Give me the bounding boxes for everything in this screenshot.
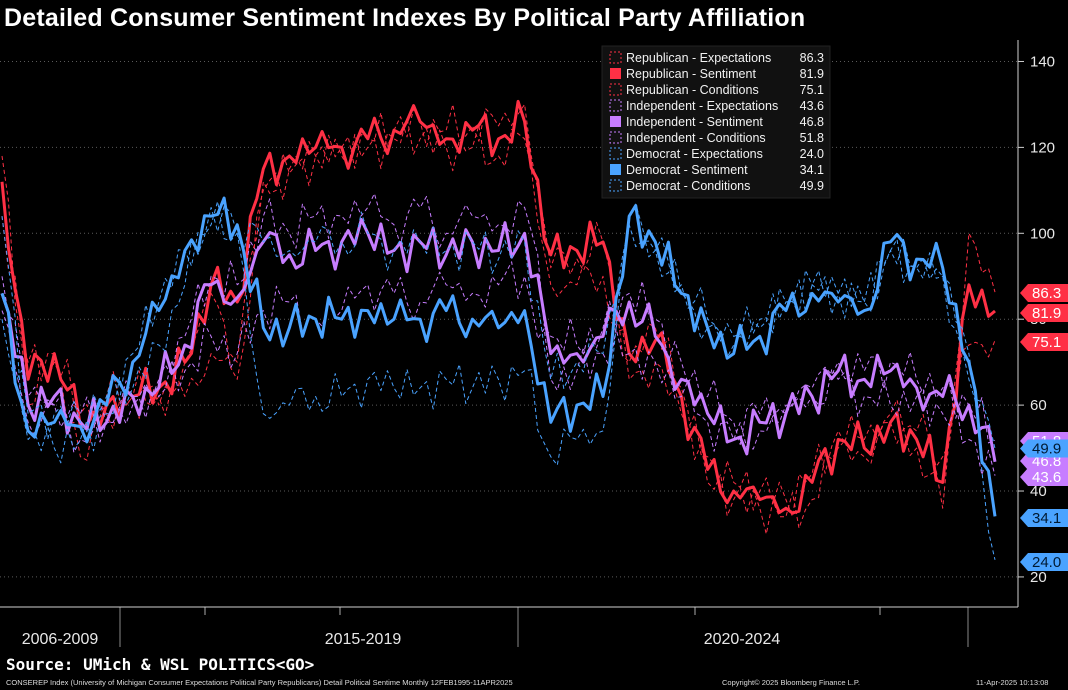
legend: Republican - Expectations 86.3 Republican … (601, 45, 831, 199)
series-line-democrat-sentiment (0, 196, 997, 517)
last-value-tag-34.1 (1020, 509, 1068, 527)
last-value-label-75.1: 75.1 (1032, 334, 1061, 351)
y-tick-label-60: 60 (1030, 397, 1047, 414)
legend-swatch-2 (610, 68, 621, 79)
legend-value-1: 86.3 (800, 51, 824, 65)
legend-value-7: 24.0 (800, 147, 824, 161)
y-tick-label-40: 40 (1030, 483, 1047, 500)
y-tick-label-120: 120 (1030, 139, 1055, 156)
last-value-tags: 86.381.975.143.646.851.824.034.149.9 (1020, 284, 1068, 571)
series-line-republican-expectations (1, 103, 996, 535)
chart-title: Detailed Consumer Sentiment Indexes By P… (4, 4, 806, 32)
y-tick-label-20: 20 (1030, 569, 1047, 586)
x-period-label-2: 2015-2019 (325, 631, 402, 648)
series-line-republican-sentiment (0, 99, 996, 515)
series-line-independent-conditions (1, 193, 996, 445)
series-line-independent-expectations (1, 261, 996, 476)
legend-label-3: Republican - Conditions (626, 83, 759, 97)
last-value-label-49.9: 49.9 (1032, 440, 1061, 457)
last-value-label-86.3: 86.3 (1032, 285, 1061, 302)
series-line-democrat-conditions (1, 201, 996, 449)
legend-value-2: 81.9 (800, 67, 824, 81)
legend-value-3: 75.1 (800, 83, 824, 97)
series-line-democrat-expectations (1, 203, 996, 560)
last-value-tag-24.0 (1020, 553, 1068, 571)
last-value-tag-43.6 (1020, 468, 1068, 486)
last-value-label-43.6: 43.6 (1032, 469, 1061, 486)
legend-value-6: 51.8 (800, 131, 824, 145)
last-value-tag-49.9 (1020, 439, 1068, 458)
last-value-label-34.1: 34.1 (1032, 510, 1061, 527)
legend-swatch-9 (609, 179, 622, 192)
legend-label-5: Independent - Sentiment (626, 115, 763, 129)
legend-value-8: 34.1 (800, 163, 824, 177)
series-line-independent-sentiment (0, 218, 997, 463)
legend-label-8: Democrat - Sentiment (626, 163, 748, 177)
y-tick-label-100: 100 (1030, 225, 1055, 242)
footer-description: CONSEREP Index (University of Michigan C… (6, 678, 513, 687)
legend-value-9: 49.9 (800, 179, 824, 193)
legend-value-4: 43.6 (800, 99, 824, 113)
period-labels: 2006-2009 2015-2019 2020-2024 (22, 631, 781, 648)
legend-swatch-6 (609, 131, 622, 144)
legend-label-6: Independent - Conditions (626, 131, 766, 145)
legend-label-9: Democrat - Conditions (626, 179, 750, 193)
x-period-label-3: 2020-2024 (704, 631, 781, 648)
last-value-tag-81.9 (1020, 304, 1068, 322)
legend-label-2: Republican - Sentiment (626, 67, 756, 81)
y-tick-label-140: 140 (1030, 53, 1055, 70)
legend-swatch-8 (610, 164, 621, 175)
series-line-republican-conditions (1, 117, 996, 518)
source-note: Source: UMich & WSL POLITICS<GO> (6, 655, 315, 674)
legend-label-7: Democrat - Expectations (626, 147, 763, 161)
legend-swatch-1 (609, 51, 622, 64)
chart-svg: 20406080100120140 2006-20092015-20192020… (0, 40, 1068, 648)
footer-copyright: Copyright© 2025 Bloomberg Finance L.P. (722, 678, 860, 687)
legend-value-5: 46.8 (800, 115, 824, 129)
legend-swatch-3 (609, 83, 622, 96)
legend-swatch-5 (610, 116, 621, 127)
x-period-label-1: 2006-2009 (22, 631, 99, 648)
series-lines (0, 99, 997, 560)
last-value-label-24.0: 24.0 (1032, 554, 1061, 571)
legend-label-4: Independent - Expectations (626, 99, 778, 113)
grid-lines (0, 60, 1018, 647)
last-value-tag-86.3 (1020, 284, 1068, 302)
last-value-tag-75.1 (1020, 333, 1068, 351)
legend-box (601, 45, 831, 199)
legend-swatch-4 (609, 99, 622, 112)
legend-swatch-7 (609, 147, 622, 160)
y-axis: 20406080100120140 (0, 40, 1055, 608)
footer-timestamp: 11-Apr-2025 10:13:08 (976, 678, 1049, 687)
last-value-label-81.9: 81.9 (1032, 305, 1061, 322)
legend-label-1: Republican - Expectations (626, 51, 771, 65)
